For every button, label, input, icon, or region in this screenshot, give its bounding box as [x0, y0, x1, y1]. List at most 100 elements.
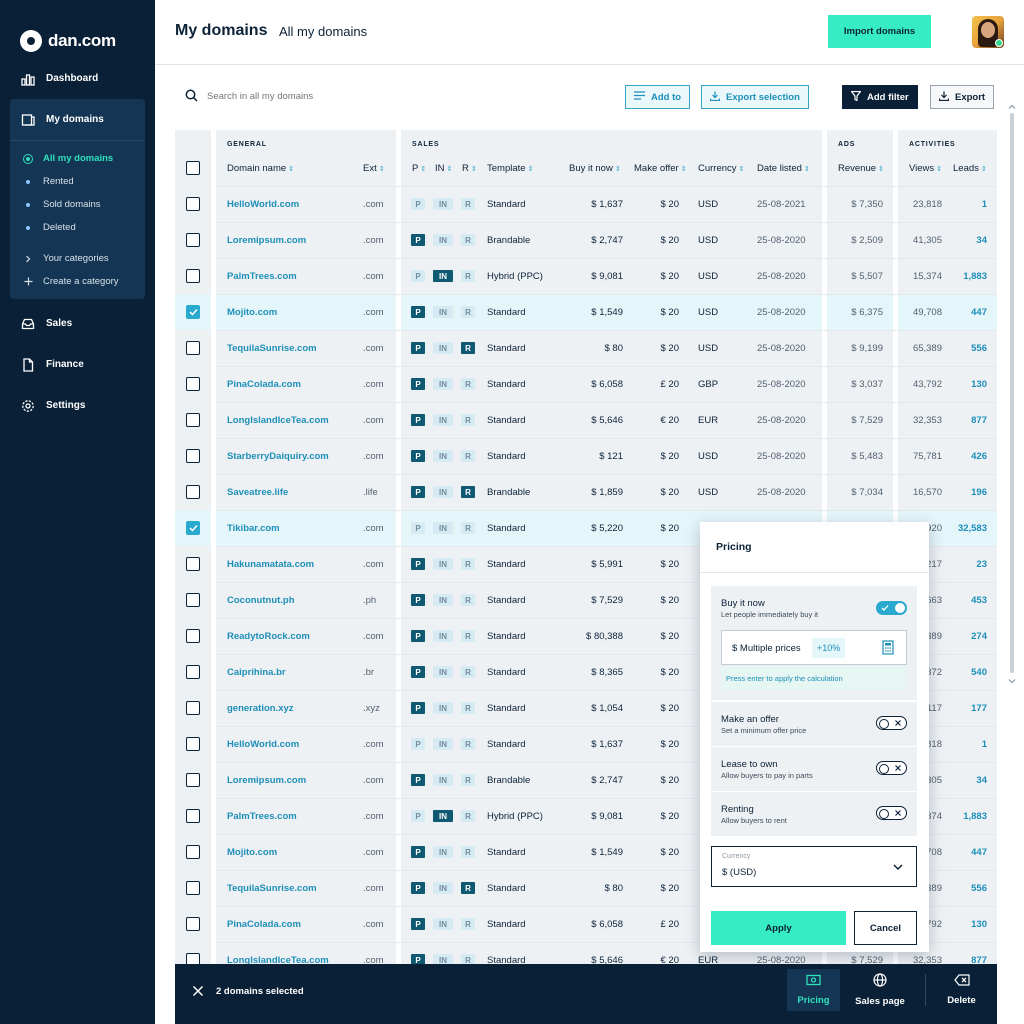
renting-toggle[interactable] — [876, 806, 907, 820]
scroll-up-icon[interactable] — [1008, 103, 1016, 111]
sidebar-item-dashboard[interactable]: Dashboard — [0, 58, 155, 99]
domain-name-link[interactable]: TequilaSunrise.com — [227, 343, 317, 354]
domain-name-link[interactable]: Mojito.com — [227, 847, 278, 858]
row-checkbox[interactable] — [186, 197, 200, 211]
sidebar-subitem-rented[interactable]: Rented — [10, 170, 145, 193]
domain-name-link[interactable]: PinaColada.com — [227, 919, 301, 930]
pricing-action-button[interactable]: Pricing — [787, 969, 840, 1011]
scroll-down-icon[interactable] — [1008, 677, 1016, 685]
scrollbar-thumb[interactable] — [1010, 113, 1014, 673]
domain-name-link[interactable]: ReadytoRock.com — [227, 631, 310, 642]
column-header-leads[interactable]: Leads ⇕ — [953, 163, 987, 174]
row-checkbox[interactable] — [186, 881, 200, 895]
column-header-in[interactable]: IN ⇕ — [435, 163, 453, 174]
export-selection-button[interactable]: Export selection — [701, 85, 809, 109]
row-checkbox[interactable] — [186, 521, 200, 535]
buy-now-section: Buy it now Let people immediately buy it… — [711, 586, 917, 700]
logo-text: dan.com — [48, 31, 116, 50]
domain-name-link[interactable]: generation.xyz — [227, 703, 294, 714]
import-domains-button[interactable]: Import domains — [828, 15, 931, 48]
domain-name-link[interactable]: LongIslandIceTea.com — [227, 415, 329, 426]
add-to-button[interactable]: Add to — [625, 85, 691, 109]
domain-name-link[interactable]: TequilaSunrise.com — [227, 883, 317, 894]
sidebar-subitem-your-categories[interactable]: Your categories — [10, 247, 145, 270]
column-header-views[interactable]: Views ⇕ — [909, 163, 943, 174]
domain-name-link[interactable]: HelloWorld.com — [227, 739, 300, 750]
column-header-domain[interactable]: Domain name ⇕ — [227, 163, 295, 174]
row-checkbox[interactable] — [186, 629, 200, 643]
column-header-ext[interactable]: Ext ⇕ — [363, 163, 385, 174]
column-header-date-listed[interactable]: Date listed ⇕ — [757, 163, 810, 174]
row-checkbox[interactable] — [186, 917, 200, 931]
column-header-r[interactable]: R ⇕ — [462, 163, 477, 174]
cancel-button[interactable]: Cancel — [854, 911, 917, 945]
row-checkbox[interactable] — [186, 341, 200, 355]
close-icon[interactable] — [192, 985, 204, 1000]
leads-value: 130 — [971, 919, 987, 930]
buy-now-toggle[interactable] — [876, 601, 907, 615]
lease-toggle[interactable] — [876, 761, 907, 775]
domain-name-link[interactable]: LongIslandIceTea.com — [227, 955, 329, 966]
price-input[interactable]: $ Multiple prices +10% — [721, 630, 907, 665]
row-divider — [216, 906, 997, 907]
select-all-checkbox[interactable] — [186, 161, 200, 175]
column-header-make-offer[interactable]: Make offer ⇕ — [634, 163, 687, 174]
apply-button[interactable]: Apply — [711, 911, 846, 945]
domain-name-link[interactable]: PinaColada.com — [227, 379, 301, 390]
add-filter-button[interactable]: Add filter — [842, 85, 918, 109]
sidebar-subitem-all-my-domains[interactable]: All my domains — [10, 147, 145, 170]
revenue-value: $ 6,375 — [851, 307, 883, 318]
domain-name-link[interactable]: Saveatree.life — [227, 487, 289, 498]
sidebar-item-my-domains[interactable]: My domains — [10, 99, 145, 140]
sidebar-subitem-deleted[interactable]: Deleted — [10, 216, 145, 239]
export-button[interactable]: Export — [930, 85, 995, 109]
domain-name-link[interactable]: HelloWorld.com — [227, 199, 300, 210]
column-header-p[interactable]: P ⇕ — [412, 163, 427, 174]
row-checkbox[interactable] — [186, 737, 200, 751]
search-input[interactable] — [207, 87, 507, 105]
currency-select[interactable]: Currency $ (USD) — [711, 846, 917, 887]
row-checkbox[interactable] — [186, 413, 200, 427]
domain-name-link[interactable]: Tikibar.com — [227, 523, 280, 534]
domain-name-link[interactable]: Coconutnut.ph — [227, 595, 295, 606]
calculator-icon[interactable] — [882, 640, 894, 658]
domain-name-link[interactable]: Loremipsum.com — [227, 235, 307, 246]
domain-name-link[interactable]: Loremipsum.com — [227, 775, 307, 786]
sidebar-subitem-sold-domains[interactable]: Sold domains — [10, 193, 145, 216]
row-checkbox[interactable] — [186, 701, 200, 715]
domain-name-link[interactable]: PalmTrees.com — [227, 811, 297, 822]
row-checkbox[interactable] — [186, 305, 200, 319]
sidebar-item-settings[interactable]: Settings — [0, 385, 155, 426]
make-offer-toggle[interactable] — [876, 716, 907, 730]
row-checkbox[interactable] — [186, 377, 200, 391]
row-checkbox[interactable] — [186, 269, 200, 283]
domain-name-link[interactable]: Hakunamatata.com — [227, 559, 315, 570]
sidebar-item-finance[interactable]: Finance — [0, 344, 155, 385]
row-checkbox[interactable] — [186, 773, 200, 787]
price-adjustment-badge[interactable]: +10% — [812, 638, 846, 658]
column-header-currency[interactable]: Currency ⇕ — [698, 163, 745, 174]
sidebar-subitem-create-category[interactable]: Create a category — [10, 270, 145, 293]
row-checkbox[interactable] — [186, 557, 200, 571]
row-checkbox[interactable] — [186, 485, 200, 499]
row-checkbox[interactable] — [186, 845, 200, 859]
column-header-template[interactable]: Template ⇕ — [487, 163, 534, 174]
domain-name-link[interactable]: PalmTrees.com — [227, 271, 297, 282]
domain-name-link[interactable]: StarberryDaiquiry.com — [227, 451, 329, 462]
template-value: Hybrid (PPC) — [487, 811, 543, 822]
avatar[interactable] — [972, 16, 1004, 48]
sidebar-item-sales[interactable]: Sales — [0, 303, 155, 344]
column-header-revenue[interactable]: Revenue ⇕ — [838, 163, 884, 174]
sales-page-action-button[interactable]: Sales page — [853, 969, 907, 1011]
row-checkbox[interactable] — [186, 449, 200, 463]
row-checkbox[interactable] — [186, 809, 200, 823]
row-checkbox[interactable] — [186, 593, 200, 607]
tag-r: R — [461, 270, 475, 282]
logo[interactable]: dan.com — [0, 0, 155, 62]
row-checkbox[interactable] — [186, 665, 200, 679]
delete-action-button[interactable]: Delete — [935, 969, 988, 1011]
domain-name-link[interactable]: Caiprihina.br — [227, 667, 286, 678]
column-header-buy-it-now[interactable]: Buy it now ⇕ — [569, 163, 621, 174]
row-checkbox[interactable] — [186, 233, 200, 247]
domain-name-link[interactable]: Mojito.com — [227, 307, 278, 318]
